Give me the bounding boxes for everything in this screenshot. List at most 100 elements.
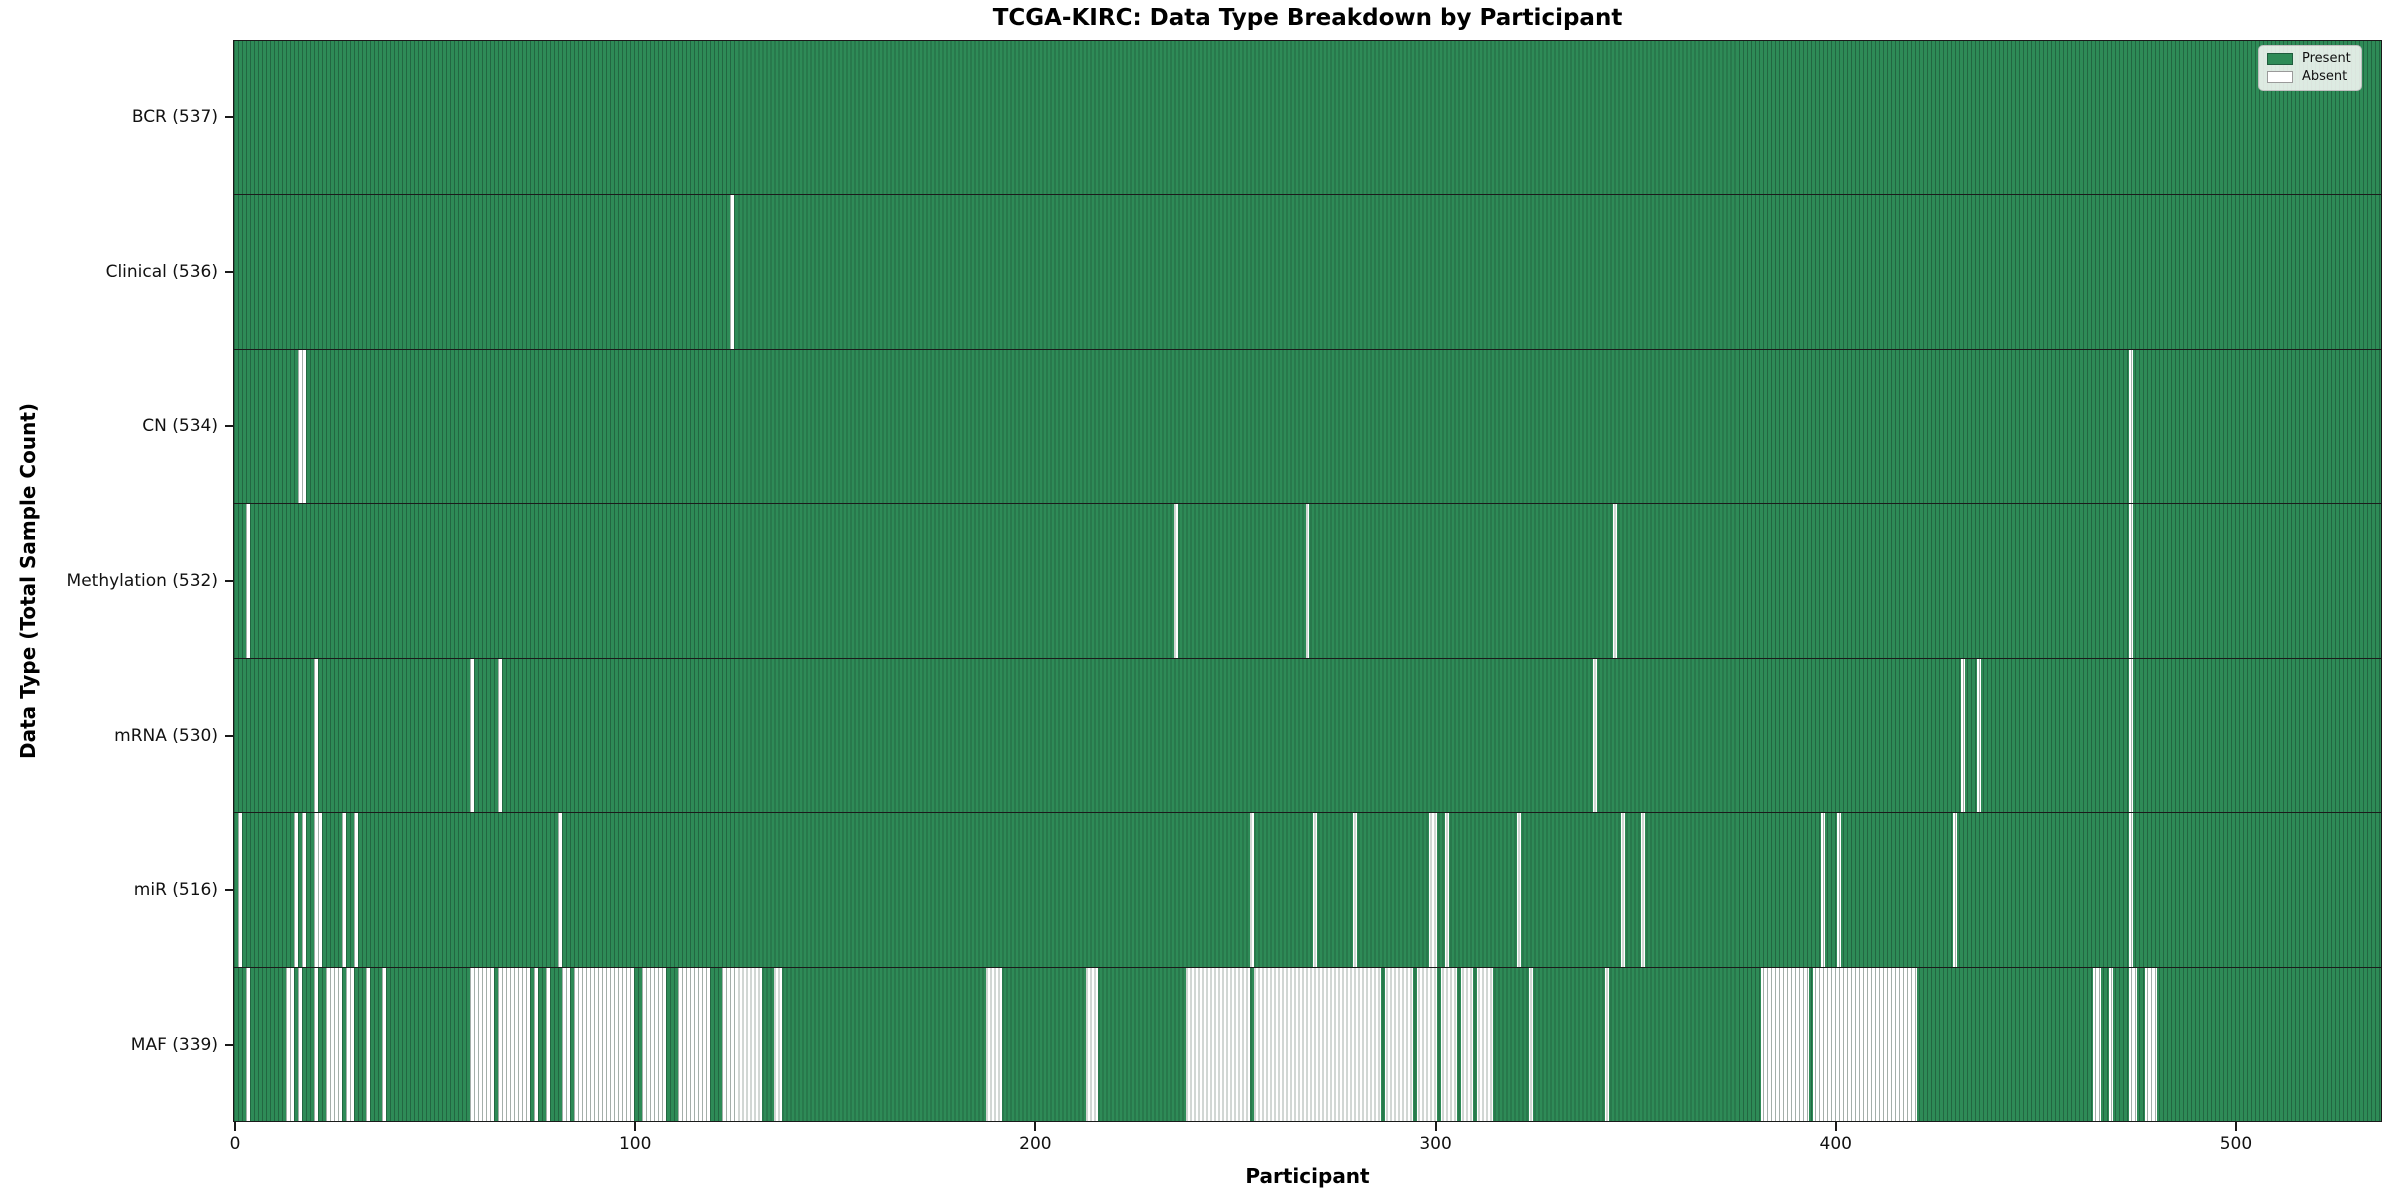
legend-swatch-absent [2267,70,2293,83]
xtick-mark [1834,1122,1837,1131]
absent-stripe [1085,967,1098,1121]
absent-stripe [1173,504,1178,658]
absent-stripe [1837,813,1842,967]
row-Clinical [234,194,2381,349]
ytick-label-Methylation: Methylation (532) [66,571,218,591]
absent-stripe [365,967,370,1121]
absent-stripe [1253,967,1382,1121]
ytick-label-CN: CN (534) [142,416,218,437]
absent-stripe [2129,504,2134,658]
bar-edge-texture [234,349,2381,504]
absent-stripe [285,967,294,1121]
absent-stripe [721,967,762,1121]
x-axis-label: Participant [1245,1164,1370,1188]
absent-stripe [297,967,302,1121]
bar-edge-texture [234,658,2381,813]
absent-stripe [1961,658,1966,813]
absent-stripe [729,195,734,349]
xtick-mark [234,1122,236,1131]
legend-item-present: Present [2267,52,2351,65]
ytick-mark [225,889,233,892]
row-Methylation [234,503,2381,658]
absent-stripe [561,967,570,1121]
ytick-mark [225,270,233,273]
xtick-label-0: 0 [229,1134,241,1154]
absent-stripe [2129,967,2138,1121]
xtick-label-200: 200 [1019,1134,1052,1154]
absent-stripe [341,813,346,967]
xtick-mark [2234,1122,2237,1131]
absent-stripe [245,967,250,1121]
legend-label: Present [2302,51,2351,66]
absent-stripe [325,967,342,1121]
xtick-label-400: 400 [1819,1134,1852,1154]
absent-stripe [2129,349,2134,504]
ytick-label-mRNA: mRNA (530) [114,725,218,746]
absent-stripe [497,658,502,813]
ytick-label-miR: miR (516) [133,880,218,901]
row-CN [234,348,2381,504]
absent-stripe [1621,813,1626,967]
absent-stripe [313,967,318,1121]
absent-stripe [1761,967,1810,1121]
ytick-mark [225,116,233,119]
absent-stripe [641,967,666,1121]
absent-stripe [381,967,386,1121]
absent-stripe [2129,813,2134,967]
absent-stripe [2093,967,2102,1121]
absent-stripe [1249,813,1254,967]
row-BCR [234,41,2381,195]
absent-stripe [313,658,318,813]
absent-stripe [573,967,634,1121]
row-miR [234,812,2381,967]
absent-stripe [677,967,710,1121]
absent-stripe [2145,967,2158,1121]
absent-stripe [301,813,306,967]
absent-stripe [1477,967,1494,1121]
absent-stripe [2109,967,2114,1121]
ytick-label-MAF: MAF (339) [130,1034,218,1055]
absent-stripe [1441,967,1458,1121]
absent-stripe [1185,967,1250,1121]
chart-title: TCGA-KIRC: Data Type Breakdown by Partic… [992,5,1623,31]
absent-stripe [497,967,530,1121]
xtick-mark [634,1122,637,1131]
absent-stripe [237,813,242,967]
xtick-mark [1034,1122,1037,1131]
absent-stripe [293,813,298,967]
absent-stripe [297,349,306,504]
absent-stripe [1461,967,1474,1121]
legend-label: Absent [2302,69,2348,84]
ytick-label-Clinical: Clinical (536) [105,261,218,282]
absent-stripe [1417,967,1438,1121]
absent-stripe [469,967,494,1121]
absent-stripe [1353,813,1358,967]
row-MAF [234,966,2381,1121]
xtick-label-500: 500 [2219,1134,2253,1154]
absent-stripe [345,967,354,1121]
absent-stripe [545,967,550,1121]
absent-stripe [1593,658,1598,813]
absent-stripe [1305,504,1310,658]
absent-stripe [2129,658,2134,813]
absent-stripe [773,967,782,1121]
legend-item-absent: Absent [2267,70,2351,83]
absent-stripe [1813,967,1918,1121]
absent-stripe [1429,813,1438,967]
absent-stripe [245,504,250,658]
absent-stripe [1953,813,1958,967]
absent-stripe [1605,967,1610,1121]
bar-edge-texture [234,813,2381,967]
absent-stripe [1977,658,1982,813]
xtick-label-300: 300 [1419,1134,1452,1154]
plot-area [233,40,2382,1122]
xtick-mark [1434,1122,1437,1131]
ytick-mark [225,580,233,582]
ytick-mark [225,1043,233,1046]
xtick-label-100: 100 [618,1134,652,1154]
absent-stripe [1385,967,1414,1121]
absent-stripe [313,813,322,967]
absent-stripe [557,813,562,967]
ytick-label-BCR: BCR (537) [131,107,218,128]
ytick-mark [225,734,233,737]
